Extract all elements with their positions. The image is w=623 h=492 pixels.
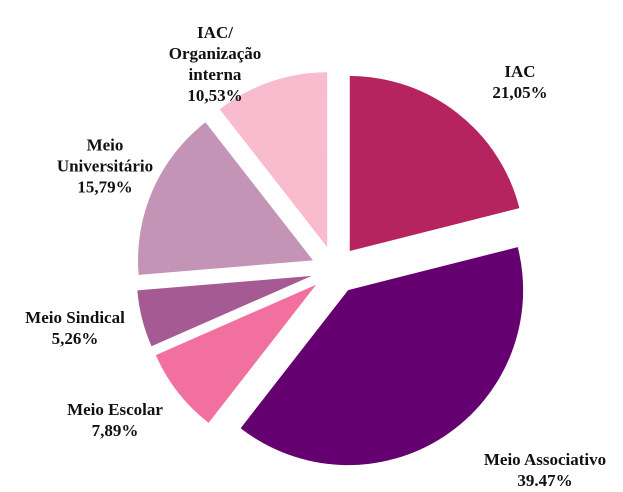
slice-label: Meio Escolar 7,89% — [67, 399, 163, 441]
value-label: 5,26% — [51, 329, 99, 348]
value-label: 39.47% — [517, 471, 573, 490]
slice-label: Meio Sindical 5,26% — [25, 307, 125, 349]
value-label: 21,05% — [492, 83, 548, 102]
slice-label: Meio Associativo 39.47% — [484, 449, 606, 491]
pie-slice — [349, 76, 520, 252]
slice-label: IAC 21,05% — [492, 61, 547, 103]
pie-slice — [137, 275, 312, 347]
pie-slice — [240, 247, 524, 466]
category-label: Meio Universitário — [56, 135, 154, 176]
slice-label: IAC/ Organização interna 10,53% — [156, 22, 274, 106]
pie-slice — [219, 72, 328, 248]
category-label: IAC — [504, 62, 536, 81]
value-label: 10,53% — [187, 86, 243, 105]
category-label: Meio Associativo — [483, 450, 607, 469]
value-label: 15,79% — [77, 177, 133, 197]
value-label: 7,89% — [91, 421, 139, 440]
pie-slice — [155, 284, 317, 423]
pie-slice — [138, 122, 314, 275]
category-label: IAC/ Organização interna — [168, 23, 262, 84]
slice-label: Meio Universitário 15,79% — [48, 135, 163, 198]
category-label: Meio Sindical — [25, 308, 125, 327]
category-label: Meio Escolar — [67, 400, 163, 419]
